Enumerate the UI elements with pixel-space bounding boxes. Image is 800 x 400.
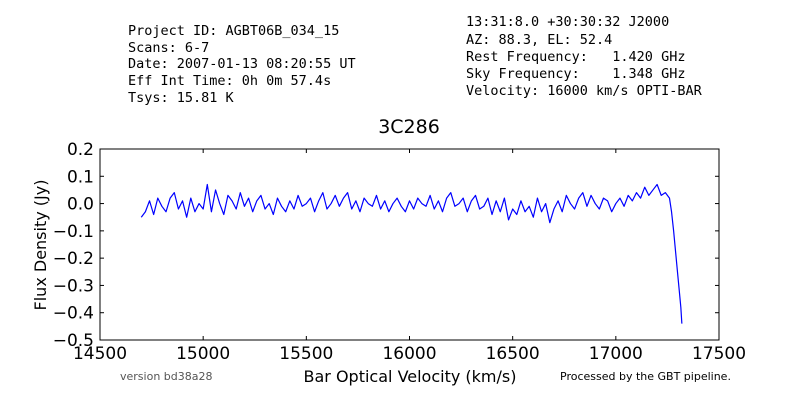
scans-text: Scans: 6-7 xyxy=(128,40,209,56)
version-text: version bd38a28 xyxy=(120,370,213,383)
y-tick-label: −0.1 xyxy=(53,222,94,242)
y-tick-label: 0.2 xyxy=(67,140,94,160)
pipeline-note: Processed by the GBT pipeline. xyxy=(560,370,731,383)
y-axis: −0.5 −0.4 −0.3 −0.2 −0.1 0.0 0.1 0.2 xyxy=(53,140,719,351)
x-tick-label: 15000 xyxy=(176,344,230,364)
header-right-block: 13:31:8.0 +30:30:32 J2000 AZ: 88.3, EL: … xyxy=(466,14,703,99)
y-tick-label: −0.2 xyxy=(53,249,94,269)
velocity-text: Velocity: 16000 km/s OPTI-BAR xyxy=(466,83,703,99)
y-tick-label: 0.1 xyxy=(67,167,94,187)
y-tick-label: −0.5 xyxy=(53,331,94,351)
x-axis: 14500 15000 15500 16000 16500 17000 17500 xyxy=(73,149,746,364)
x-tick-label: 15500 xyxy=(279,344,333,364)
x-tick-label: 14500 xyxy=(73,344,127,364)
date-text: Date: 2007-01-13 08:20:55 UT xyxy=(128,56,356,72)
coordinates-text: 13:31:8.0 +30:30:32 J2000 xyxy=(466,14,669,30)
tsys-text: Tsys: 15.81 K xyxy=(128,90,235,106)
y-axis-label: Flux Density (Jy) xyxy=(31,180,50,311)
series-line-0 xyxy=(140,183,683,324)
x-tick-label: 17500 xyxy=(692,344,746,364)
y-tick-label: 0.0 xyxy=(67,195,94,215)
header-left-block: Project ID: AGBT06B_034_15 Scans: 6-7 Da… xyxy=(128,23,356,106)
plot-area xyxy=(140,183,683,324)
eff-int-time-text: Eff Int Time: 0h 0m 57.4s xyxy=(128,73,331,89)
az-el-text: AZ: 88.3, EL: 52.4 xyxy=(466,32,612,48)
y-tick-label: −0.4 xyxy=(53,304,94,324)
x-axis-label: Bar Optical Velocity (km/s) xyxy=(304,367,517,386)
x-tick-label: 16500 xyxy=(486,344,540,364)
project-id-text: Project ID: AGBT06B_034_15 xyxy=(128,23,339,39)
x-tick-label: 16000 xyxy=(382,344,436,364)
rest-frequency-text: Rest Frequency: 1.420 GHz xyxy=(466,49,685,65)
chart-title: 3C286 xyxy=(378,116,440,138)
plot-frame xyxy=(99,148,720,341)
x-tick-label: 17000 xyxy=(589,344,643,364)
y-tick-label: −0.3 xyxy=(53,276,94,296)
sky-frequency-text: Sky Frequency: 1.348 GHz xyxy=(466,66,685,82)
